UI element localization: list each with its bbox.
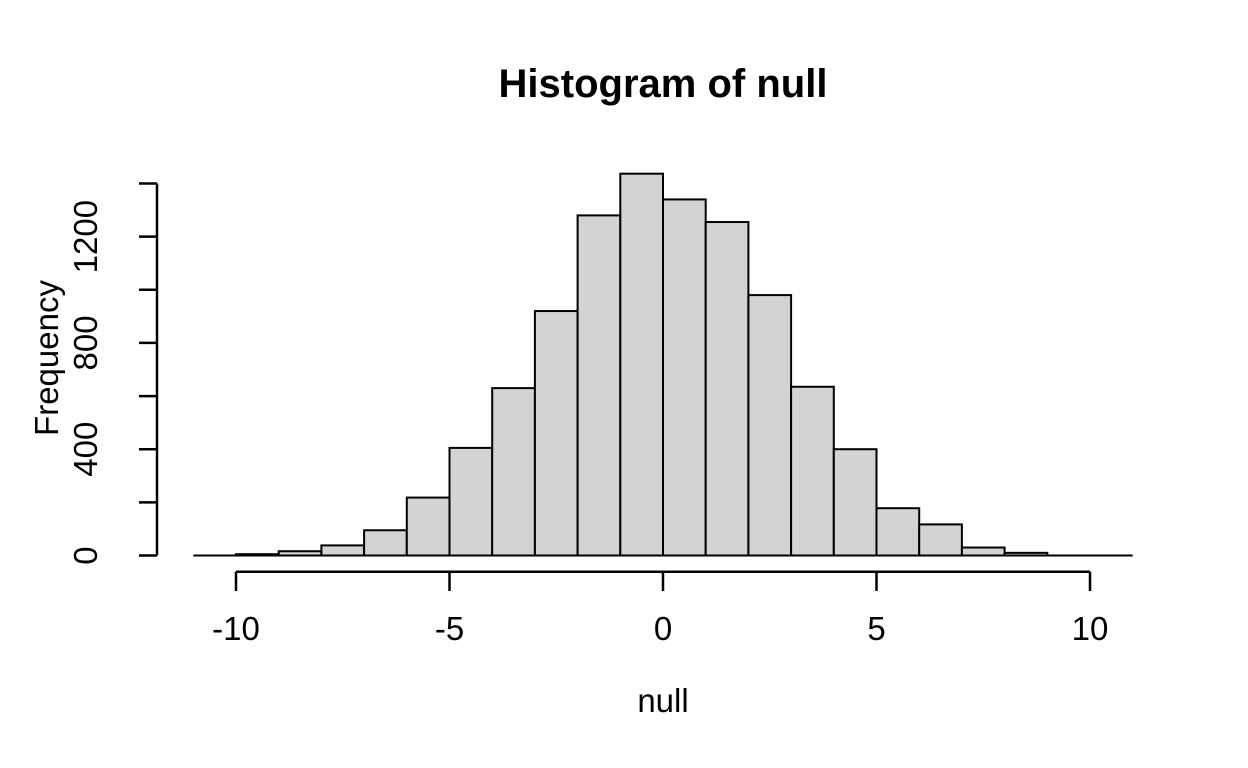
x-axis-label: null: [637, 682, 688, 719]
histogram-bar: [235, 553, 280, 557]
histogram-bar: [875, 507, 921, 557]
x-tick-label: -10: [212, 610, 260, 647]
y-tick-label: 800: [67, 315, 104, 370]
histogram-bar: [320, 544, 366, 557]
histogram-bar: [491, 387, 536, 557]
bars-group: [193, 172, 1133, 557]
x-tick-label: 5: [867, 610, 885, 647]
chart-title: Histogram of null: [499, 62, 828, 106]
histogram-bar: [704, 221, 750, 557]
y-tick-label: 1200: [67, 200, 104, 273]
histogram-bar: [533, 310, 579, 557]
x-tick-label: 10: [1072, 610, 1109, 647]
histogram-bar: [747, 294, 793, 557]
histogram-bar: [790, 385, 835, 557]
histogram-bar: [448, 446, 494, 557]
axes-group: -10 -5 0 5 10 0 400 800 1200: [67, 182, 1109, 647]
y-tick-label: 400: [67, 422, 104, 477]
y-tick-label: 0: [67, 546, 104, 564]
y-axis-label: Frequency: [28, 280, 65, 436]
histogram-bar: [662, 198, 707, 557]
histogram-bar: [363, 529, 408, 557]
histogram-bar: [277, 550, 323, 557]
histogram-bar: [405, 496, 451, 557]
histogram-bar: [960, 546, 1006, 557]
histogram-bar: [576, 214, 622, 557]
histogram-bar: [918, 523, 963, 557]
histogram-bar: [832, 448, 878, 557]
histogram-bar: [619, 172, 664, 557]
x-tick-label: 0: [654, 610, 672, 647]
x-tick-label: -5: [435, 610, 464, 647]
histogram-bar: [1003, 551, 1049, 557]
